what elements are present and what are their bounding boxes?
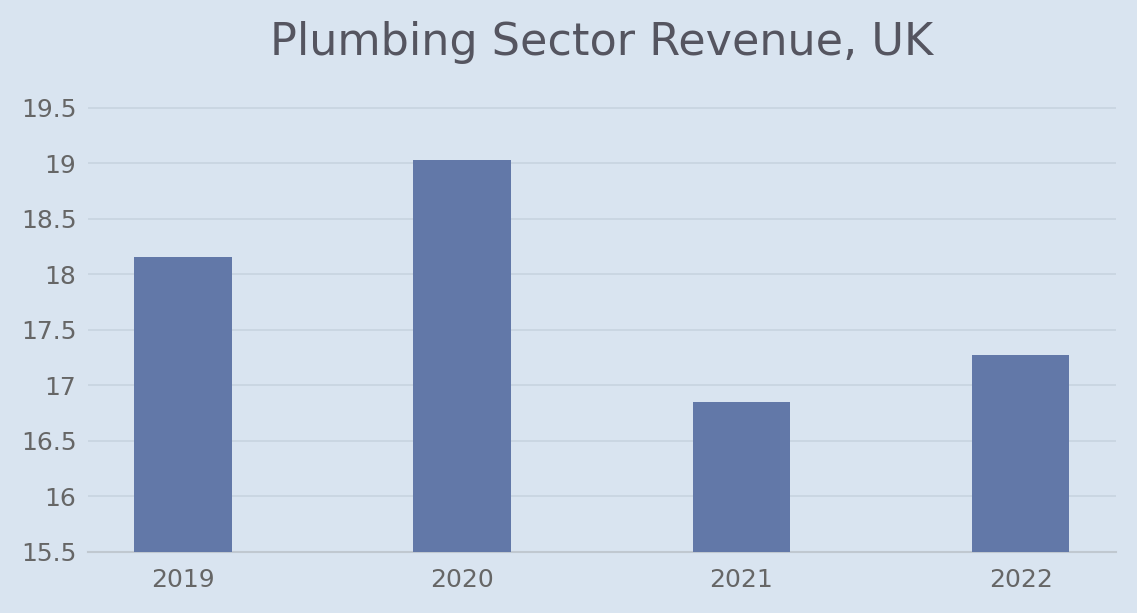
- Title: Plumbing Sector Revenue, UK: Plumbing Sector Revenue, UK: [271, 21, 933, 64]
- Bar: [134, 257, 232, 552]
- Bar: [692, 402, 790, 552]
- Bar: [972, 355, 1070, 552]
- Bar: [414, 160, 512, 552]
